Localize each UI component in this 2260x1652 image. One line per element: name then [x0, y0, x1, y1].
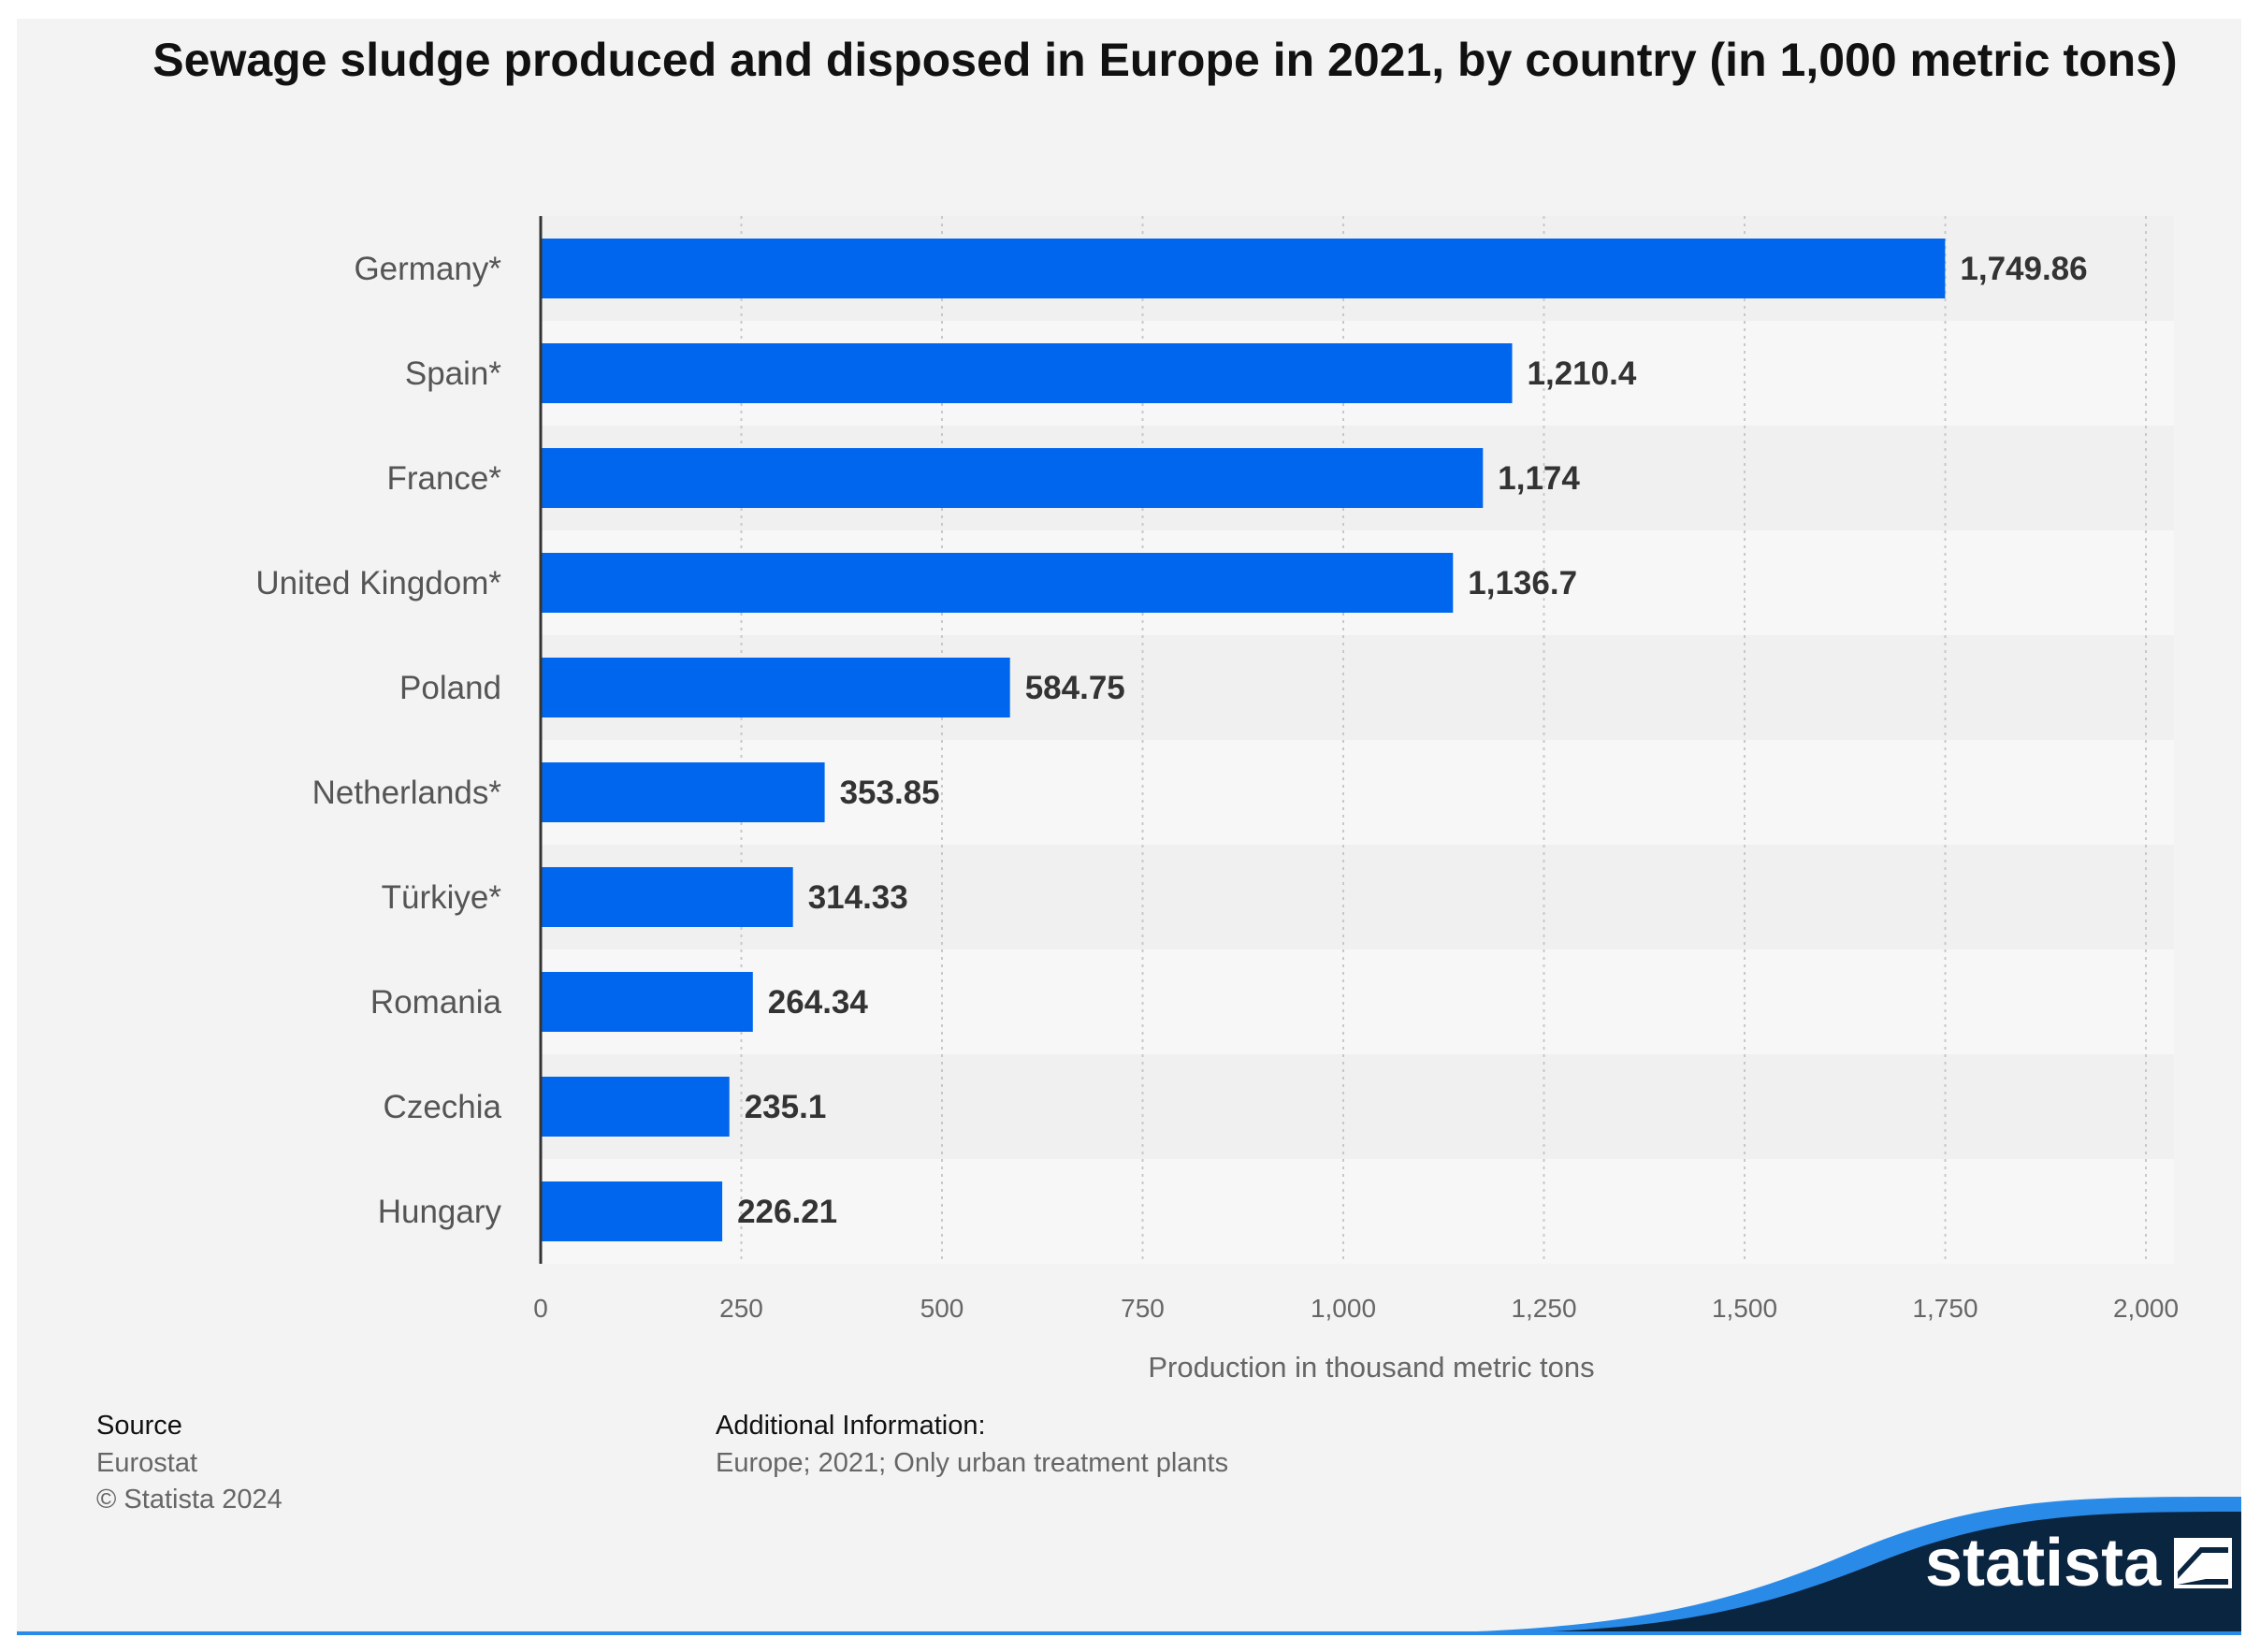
value-label: 1,749.86 — [1960, 251, 2087, 287]
category-label: United Kingdom* — [255, 565, 501, 601]
x-tick-label: 1,500 — [1712, 1294, 1777, 1323]
value-label: 1,210.4 — [1528, 355, 1637, 392]
statista-logo[interactable]: statista — [1925, 1525, 2233, 1601]
x-tick-label: 1,750 — [1912, 1294, 1978, 1323]
x-tick-label: 1,250 — [1511, 1294, 1576, 1323]
row-band — [541, 845, 2174, 949]
brand-wave-banner — [1373, 1497, 2241, 1633]
bar — [541, 867, 793, 927]
statista-logo-icon — [2174, 1538, 2233, 1588]
bar — [541, 1181, 723, 1241]
category-label: France* — [386, 460, 501, 497]
category-label: Spain* — [405, 355, 502, 392]
additional-info-heading: Additional Information: — [716, 1411, 986, 1441]
value-label: 1,174 — [1498, 460, 1580, 497]
bar — [541, 1077, 730, 1137]
value-label: 314.33 — [808, 879, 908, 916]
category-label: Czechia — [384, 1089, 502, 1125]
category-label: Germany* — [354, 251, 501, 287]
bar — [541, 343, 1513, 403]
value-labels: 1,749.86 1,210.4 1,174 1,136.7 584.75 353.85 3… — [737, 251, 2088, 1230]
value-label: 1,136.7 — [1468, 565, 1577, 601]
row-band — [541, 1054, 2174, 1159]
x-tick-label: 750 — [1121, 1294, 1165, 1323]
bar — [541, 553, 1454, 613]
x-axis-title: Production in thousand metric tons — [1148, 1351, 1594, 1384]
category-label: Romania — [370, 984, 502, 1021]
x-tick-label: 0 — [533, 1294, 548, 1323]
row-band — [541, 1159, 2174, 1264]
x-tick-label: 1,000 — [1311, 1294, 1376, 1323]
category-label: Türkiye* — [382, 879, 502, 916]
bar — [541, 658, 1010, 717]
additional-info-text: Europe; 2021; Only urban treatment plant… — [716, 1448, 1229, 1478]
chart-title: Sewage sludge produced and disposed in E… — [152, 34, 2178, 86]
tick-labels: 0 250 500 750 1,000 1,250 1,500 1,750 2,000 — [533, 1294, 2179, 1323]
x-tick-label: 2,000 — [2113, 1294, 2179, 1323]
value-label: 226.21 — [737, 1194, 837, 1230]
category-label: Poland — [399, 670, 501, 706]
chart-card: Sewage sludge produced and disposed in E… — [17, 19, 2241, 1633]
bottom-accent-line — [17, 1631, 2241, 1635]
category-label: Netherlands* — [312, 775, 502, 811]
bar-chart: Germany* Spain* France* United Kingdom* Pola… — [255, 216, 2179, 1384]
x-tick-label: 500 — [920, 1294, 964, 1323]
value-label: 264.34 — [768, 984, 869, 1021]
value-label: 353.85 — [840, 775, 940, 811]
x-tick-label: 250 — [719, 1294, 763, 1323]
bar — [541, 972, 753, 1032]
copyright-text: © Statista 2024 — [96, 1485, 282, 1514]
source-text[interactable]: Eurostat — [96, 1448, 197, 1478]
bar — [541, 448, 1484, 508]
bars — [541, 239, 1946, 1241]
value-label: 235.1 — [745, 1089, 827, 1125]
category-labels: Germany* Spain* France* United Kingdom* Pola… — [255, 251, 501, 1230]
bar — [541, 239, 1946, 298]
row-band — [541, 949, 2174, 1054]
bar — [541, 762, 825, 822]
category-label: Hungary — [378, 1194, 502, 1230]
brand-name: statista — [1925, 1526, 2162, 1601]
source-heading: Source — [96, 1411, 182, 1441]
value-label: 584.75 — [1025, 670, 1125, 706]
